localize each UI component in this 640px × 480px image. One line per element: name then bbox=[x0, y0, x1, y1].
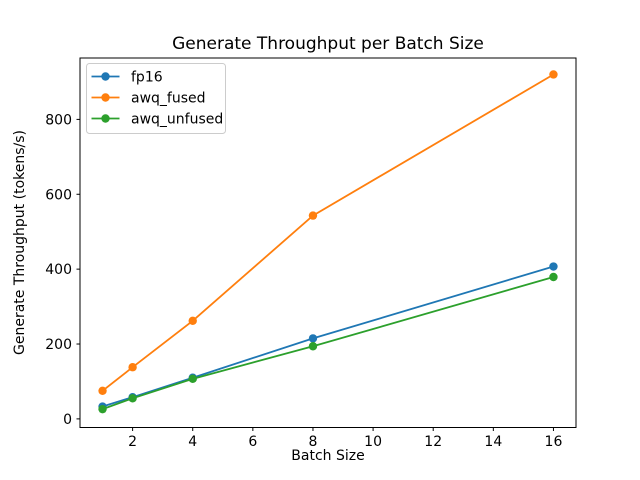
plot-layer: 2 4 6 8 10 12 14 16 0 200 400 600 800 bbox=[45, 57, 577, 450]
data-point-awq_unfused-8 bbox=[308, 342, 318, 351]
data-point-awq_unfused-1 bbox=[98, 404, 107, 414]
x-axis-label: Batch Size bbox=[291, 448, 364, 464]
data-point-awq_fused-4 bbox=[188, 316, 197, 326]
x-tick-label: 4 bbox=[188, 434, 197, 450]
data-point-fp16-16 bbox=[549, 262, 558, 271]
legend-marker-fp16 bbox=[101, 72, 110, 81]
data-point-awq_unfused-16 bbox=[549, 272, 558, 282]
x-tick-label: 10 bbox=[364, 434, 382, 450]
y-tick-label: 600 bbox=[45, 187, 72, 203]
legend-label-awq_unfused: awq_unfused bbox=[131, 112, 223, 128]
data-point-fp16-8 bbox=[308, 334, 318, 343]
x-tick-label: 6 bbox=[248, 434, 257, 450]
x-tick-label: 12 bbox=[424, 434, 442, 450]
y-axis-label: Generate Throughput (tokens/s) bbox=[12, 130, 28, 355]
legend-label-awq_fused: awq_fused bbox=[131, 91, 206, 107]
data-point-awq_unfused-4 bbox=[188, 374, 197, 384]
legend-box bbox=[86, 63, 226, 134]
y-tick-label: 0 bbox=[63, 412, 72, 428]
data-point-awq_fused-1 bbox=[98, 386, 107, 396]
plot-area-border bbox=[79, 57, 577, 428]
x-tick-label: 16 bbox=[545, 434, 563, 450]
data-point-awq_fused-8 bbox=[308, 211, 318, 220]
x-tick-label: 8 bbox=[309, 434, 318, 450]
series-line-awq_unfused bbox=[102, 276, 554, 411]
x-tick-label: 14 bbox=[484, 434, 502, 450]
data-point-awq_unfused-2 bbox=[128, 394, 137, 403]
y-tick-label: 800 bbox=[45, 112, 72, 128]
chart-title: Generate Throughput per Batch Size bbox=[172, 34, 484, 54]
legend-label-fp16: fp16 bbox=[131, 70, 163, 86]
legend-marker-awq_unfused bbox=[101, 114, 110, 123]
y-tick-label: 200 bbox=[45, 337, 72, 353]
data-point-awq_fused-2 bbox=[128, 363, 137, 372]
data-point-awq_fused-16 bbox=[549, 70, 558, 79]
legend-marker-awq_fused bbox=[101, 93, 110, 102]
x-tick-label: 2 bbox=[128, 434, 137, 450]
y-tick-label: 400 bbox=[45, 262, 72, 278]
legend: fp16 awq_fused awq_unfused bbox=[86, 63, 226, 134]
